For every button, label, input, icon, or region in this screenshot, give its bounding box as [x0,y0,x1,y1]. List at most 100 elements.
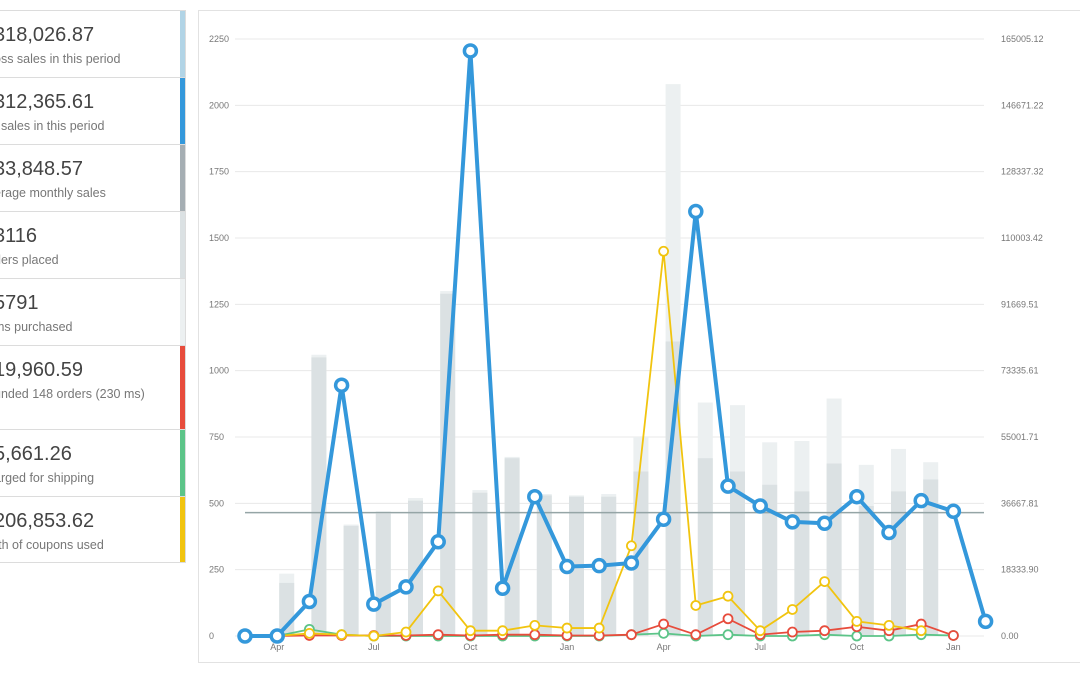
data-point [913,492,929,509]
x-tick-label: Jul [754,642,766,652]
data-point [819,576,830,588]
y-left-tick-label: 1000 [209,366,229,376]
legend-label: rth of coupons used [0,538,104,552]
y-right-tick-label: 165005.12 [1001,34,1044,44]
x-tick-label: Apr [270,642,284,652]
legend-item-4[interactable]: 5791 ms purchased [0,278,186,345]
data-point [464,625,476,637]
summary-legend: 318,026.87 oss sales in this period 312,36… [0,10,186,563]
data-point [883,619,895,631]
legend-item-3[interactable]: 3116 ders placed [0,211,186,278]
data-point [366,596,382,612]
bar-orders [794,491,810,636]
legend-item-7[interactable]: 206,853.62 rth of coupons used [0,496,186,563]
data-point [787,604,798,615]
data-point [494,580,511,596]
bar-orders [408,500,423,636]
y-left-tick-label: 500 [209,498,224,508]
legend-color-strip [180,430,185,496]
legend-label: erage monthly sales [0,186,106,200]
y-left-tick-label: 250 [209,565,224,575]
x-tick-label: Oct [850,642,865,652]
legend-color-strip [180,145,185,211]
data-point [945,503,962,520]
legend-label: t sales in this period [0,119,105,133]
data-point [304,627,315,639]
y-left-tick-label: 0 [209,631,214,641]
data-point [948,630,959,641]
data-point [722,590,734,602]
legend-value: 33,848.57 [0,158,83,180]
data-point [432,585,444,597]
bar-orders [826,463,842,636]
bar-orders [762,484,778,636]
data-point [851,616,863,627]
data-point [625,540,637,552]
legend-color-strip [180,497,185,562]
data-point [819,625,830,637]
data-point [398,579,414,595]
data-point [432,629,444,641]
y-right-tick-label: 36667.81 [1001,498,1039,508]
data-point [851,630,863,642]
y-right-tick-label: 0.00 [1001,631,1019,641]
bar-orders [633,471,649,636]
data-point [849,488,865,505]
legend-label: ders placed [0,253,59,267]
y-right-tick-label: 73335.61 [1001,366,1039,376]
data-point [690,629,702,641]
legend-value: 5791 [0,292,39,314]
data-point [561,622,573,634]
y-left-tick-label: 1250 [209,299,229,309]
data-point [658,245,670,257]
x-tick-label: Jul [368,642,380,652]
legend-label: unded 148 orders (230 ms) [0,387,145,401]
legend-value: 19,960.59 [0,359,83,381]
chart-panel: 0 0.00 250 18333.90 500 36667.81 750 55001.71 10… [198,10,1080,663]
x-tick-label: Apr [657,642,671,652]
data-point [690,600,702,611]
data-point [752,498,768,514]
legend-item-0[interactable]: 318,026.87 oss sales in this period [0,10,186,77]
data-point [529,629,541,641]
legend-item-1[interactable]: 312,365.61 t sales in this period [0,77,186,144]
data-point [816,515,833,531]
bar-orders [375,513,391,636]
bar-orders [665,341,681,636]
legend-color-strip [180,346,185,429]
legend-value: 3116 [0,225,38,247]
series-line-1 [245,250,922,637]
data-point [722,629,734,641]
bar-orders [923,479,939,636]
legend-value: 5,661.26 [0,443,72,465]
data-point [333,377,350,394]
legend-color-strip [180,11,185,77]
legend-color-strip [180,279,185,345]
legend-item-2[interactable]: 33,848.57 erage monthly sales [0,144,186,211]
data-point [623,555,640,571]
data-point [658,618,670,630]
data-point [591,557,607,574]
y-right-tick-label: 146671.22 [1001,100,1044,110]
data-point [301,593,318,610]
data-point [593,622,605,634]
y-left-tick-label: 1750 [209,167,229,177]
legend-label: ms purchased [0,320,73,334]
bar-orders [858,505,874,636]
y-right-tick-label: 91669.51 [1001,299,1039,309]
y-right-tick-label: 18333.90 [1001,565,1039,575]
bar-orders [472,492,488,636]
legend-color-strip [180,212,185,278]
y-left-tick-label: 2000 [209,100,229,110]
data-point [529,619,541,631]
y-right-tick-label: 128337.32 [1001,167,1044,177]
x-tick-label: Jan [560,642,575,652]
legend-item-5[interactable]: 19,960.59 unded 148 orders (230 ms) [0,345,186,429]
data-point [462,43,479,59]
data-point [720,478,736,494]
x-tick-label: Jan [946,642,961,652]
data-point [497,625,509,637]
legend-item-6[interactable]: 5,661.26 arged for shipping [0,429,186,496]
y-right-tick-label: 110003.42 [1001,233,1043,243]
data-point [237,628,253,644]
